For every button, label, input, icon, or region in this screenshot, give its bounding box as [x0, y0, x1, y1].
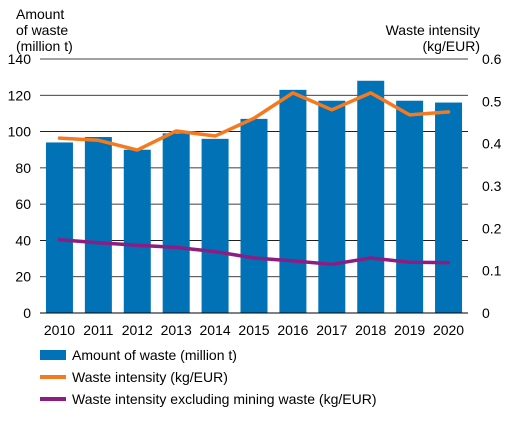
bar [123, 149, 151, 313]
right-tick-label: 0.3 [482, 178, 502, 194]
left-axis-title-line-1: Amount [16, 6, 64, 22]
left-tick-label: 100 [8, 124, 32, 140]
right-tick-label: 0.4 [482, 136, 502, 152]
legend-label-amount: Amount of waste (million t) [72, 347, 237, 363]
bar [357, 80, 385, 314]
bar [201, 138, 229, 313]
legend-label-intensity: Waste intensity (kg/EUR) [72, 369, 228, 385]
left-tick-label: 0 [23, 305, 31, 321]
legend-item-amount: Amount of waste (million t) [40, 344, 377, 366]
x-tick-label: 2015 [238, 322, 269, 338]
left-axis-title-line-3: (million t) [16, 38, 73, 54]
x-tick-label: 2019 [394, 322, 425, 338]
left-tick-label: 20 [15, 269, 31, 285]
x-tick-label: 2016 [277, 322, 308, 338]
x-tick-label: 2011 [83, 322, 113, 338]
right-tick-label: 0.5 [482, 93, 502, 109]
bar [84, 137, 112, 313]
bar [396, 100, 424, 313]
series-line [57, 238, 451, 267]
left-tick-label: 60 [15, 196, 31, 212]
line-series [57, 91, 451, 267]
left-tick-label: 120 [8, 87, 32, 103]
x-tick-label: 2012 [122, 322, 153, 338]
bar [240, 118, 268, 313]
right-axis-title-line-2: (kg/EUR) [422, 38, 480, 54]
left-tick-label: 80 [15, 160, 31, 176]
x-tick-label: 2010 [44, 322, 75, 338]
right-tick-label: 0.2 [482, 220, 502, 236]
legend-swatch-amount [40, 350, 66, 360]
left-axis-ticks: 0 20 40 60 80 100 120 140 [8, 51, 32, 321]
bar [435, 102, 463, 314]
right-tick-label: 0.1 [482, 263, 502, 279]
bar [318, 100, 346, 313]
right-axis-ticks: 0 0.1 0.2 0.3 0.4 0.5 0.6 [482, 51, 502, 321]
bar [162, 133, 190, 313]
bar [45, 142, 73, 313]
left-axis-title-line-2: of waste [16, 22, 68, 38]
x-tick-label: 2014 [200, 322, 231, 338]
legend-swatch-intensity [40, 375, 66, 379]
left-tick-label: 40 [15, 232, 31, 248]
right-tick-label: 0.6 [482, 51, 502, 67]
legend-item-intensity-excl-mining: Waste intensity excluding mining waste (… [40, 388, 377, 410]
x-tick-label: 2018 [355, 322, 386, 338]
x-tick-label: 2017 [316, 322, 347, 338]
right-axis-title-line-1: Waste intensity [386, 22, 480, 38]
x-tick-label: 2013 [161, 322, 192, 338]
x-axis-ticks: 2010 2011 2012 2013 2014 2015 2016 2017 2018 2019… [44, 322, 464, 338]
bar [279, 89, 307, 313]
legend-item-intensity: Waste intensity (kg/EUR) [40, 366, 377, 388]
x-tick-label: 2020 [433, 322, 464, 338]
legend: Amount of waste (million t) Waste intens… [40, 344, 377, 410]
left-tick-label: 140 [8, 51, 32, 67]
series-line [57, 91, 451, 152]
bar-series [45, 80, 463, 314]
legend-label-intensity-excl-mining: Waste intensity excluding mining waste (… [72, 391, 377, 407]
right-tick-label: 0 [482, 305, 490, 321]
legend-swatch-intensity-excl-mining [40, 397, 66, 401]
